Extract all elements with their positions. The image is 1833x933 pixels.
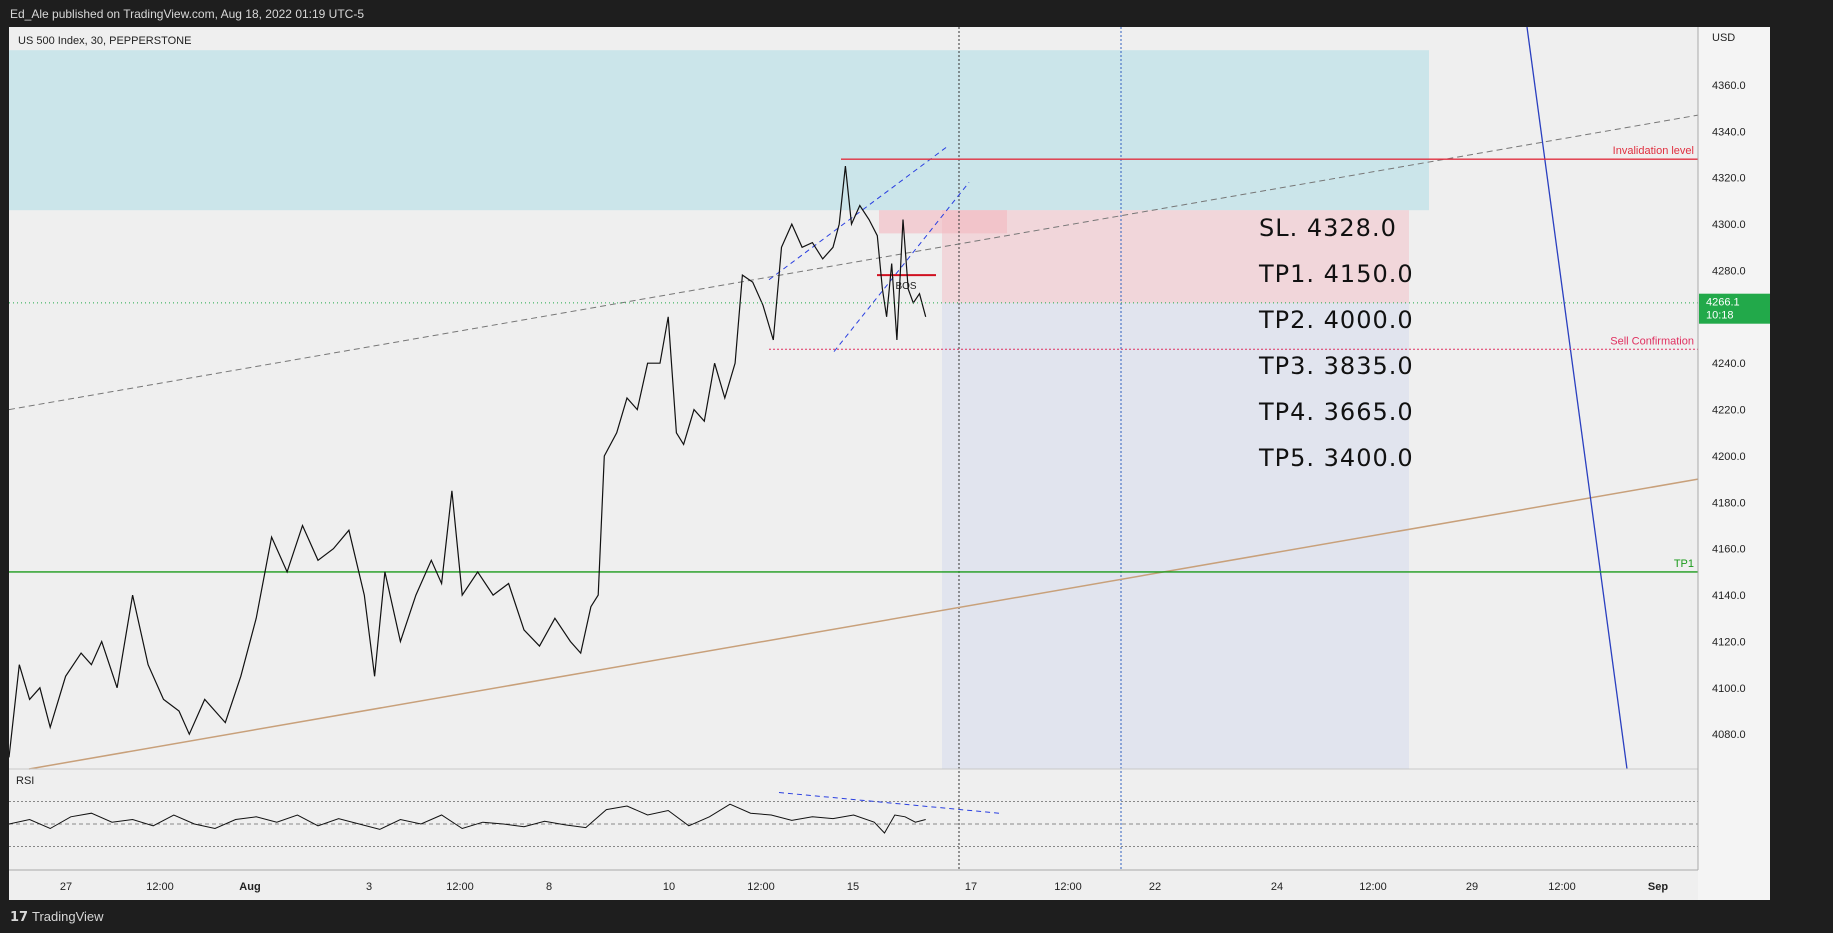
time-tick: 10 — [663, 881, 675, 893]
trade-label: TP2. 4000.0 — [1258, 306, 1414, 334]
lower-trendline — [28, 478, 1699, 770]
time-tick: 22 — [1149, 881, 1161, 893]
time-tick: 27 — [60, 881, 72, 893]
time-tick: 12:00 — [747, 881, 775, 893]
time-tick: 12:00 — [1359, 881, 1387, 893]
time-tick: 12:00 — [1548, 881, 1576, 893]
time-tick: 24 — [1271, 881, 1283, 893]
channel-lower — [833, 182, 970, 352]
rsi-divergence-line — [778, 792, 1000, 814]
blue-trendline — [1526, 27, 1628, 770]
price-axis-bg — [1698, 27, 1770, 900]
time-tick: 15 — [847, 881, 859, 893]
symbol-label: US 500 Index, 30, PEPPERSTONE — [18, 35, 192, 47]
publish-header: Ed_Ale published on TradingView.com, Aug… — [0, 0, 1833, 27]
stop-loss-zone — [942, 210, 1409, 303]
price-tick: 4140.0 — [1712, 590, 1746, 602]
price-tick: 4220.0 — [1712, 405, 1746, 417]
channel-upper — [768, 144, 950, 281]
time-tick: 29 — [1466, 881, 1478, 893]
rsi-series — [9, 803, 926, 834]
last-price-badge — [1699, 293, 1770, 324]
price-tick: 4320.0 — [1712, 173, 1746, 185]
price-tick: 4200.0 — [1712, 451, 1746, 463]
price-tick: 4100.0 — [1712, 683, 1746, 695]
time-tick: 8 — [546, 881, 552, 893]
brand-name[interactable]: TradingView — [32, 909, 104, 924]
time-tick: 12:00 — [1054, 881, 1082, 893]
currency-label: USD — [1712, 32, 1735, 44]
price-tick: 4240.0 — [1712, 358, 1746, 370]
footer-bar: 17 TradingView — [0, 900, 1833, 933]
rsi-label: RSI — [16, 775, 34, 787]
trade-label: TP4. 3665.0 — [1258, 398, 1414, 426]
publish-line: Ed_Ale published on TradingView.com, Aug… — [10, 7, 365, 21]
last-price-countdown: 10:18 — [1706, 310, 1734, 322]
tradingview-logo-icon[interactable]: 17 — [10, 910, 29, 925]
time-tick: 17 — [965, 881, 977, 893]
time-tick: 12:00 — [446, 881, 474, 893]
price-tick: 4120.0 — [1712, 636, 1746, 648]
trade-label: TP3. 3835.0 — [1258, 352, 1414, 380]
sell-confirmation-label: Sell Confirmation — [1610, 335, 1694, 347]
trade-label: TP1. 4150.0 — [1258, 260, 1414, 288]
trade-label: SL. 4328.0 — [1259, 214, 1397, 242]
price-tick: 4340.0 — [1712, 126, 1746, 138]
price-tick: 4360.0 — [1712, 80, 1746, 92]
order-block — [879, 210, 1007, 234]
supply-zone — [9, 50, 1429, 211]
price-tick: 4080.0 — [1712, 729, 1746, 741]
time-tick: 12:00 — [146, 881, 174, 893]
target-zone — [942, 302, 1409, 769]
last-price-value: 4266.1 — [1706, 297, 1740, 309]
price-tick: 4300.0 — [1712, 219, 1746, 231]
price-tick: 4180.0 — [1712, 497, 1746, 509]
price-series — [9, 166, 927, 758]
invalidation-label: Invalidation level — [1613, 145, 1694, 157]
tp1-line-label: TP1 — [1674, 558, 1694, 570]
time-tick: 3 — [366, 881, 372, 893]
bos-label: BOS — [895, 281, 916, 292]
trade-label: TP5. 3400.0 — [1258, 444, 1414, 472]
price-tick: 4160.0 — [1712, 544, 1746, 556]
upper-trendline — [9, 114, 1699, 411]
chart-panel[interactable]: Invalidation level Sell Confirmation TP1 BO… — [9, 27, 1770, 900]
time-tick: Aug — [239, 881, 260, 893]
chart-svg[interactable]: Invalidation level Sell Confirmation TP1 BO… — [9, 27, 1770, 900]
time-tick: Sep — [1648, 881, 1668, 893]
price-tick: 4280.0 — [1712, 265, 1746, 277]
